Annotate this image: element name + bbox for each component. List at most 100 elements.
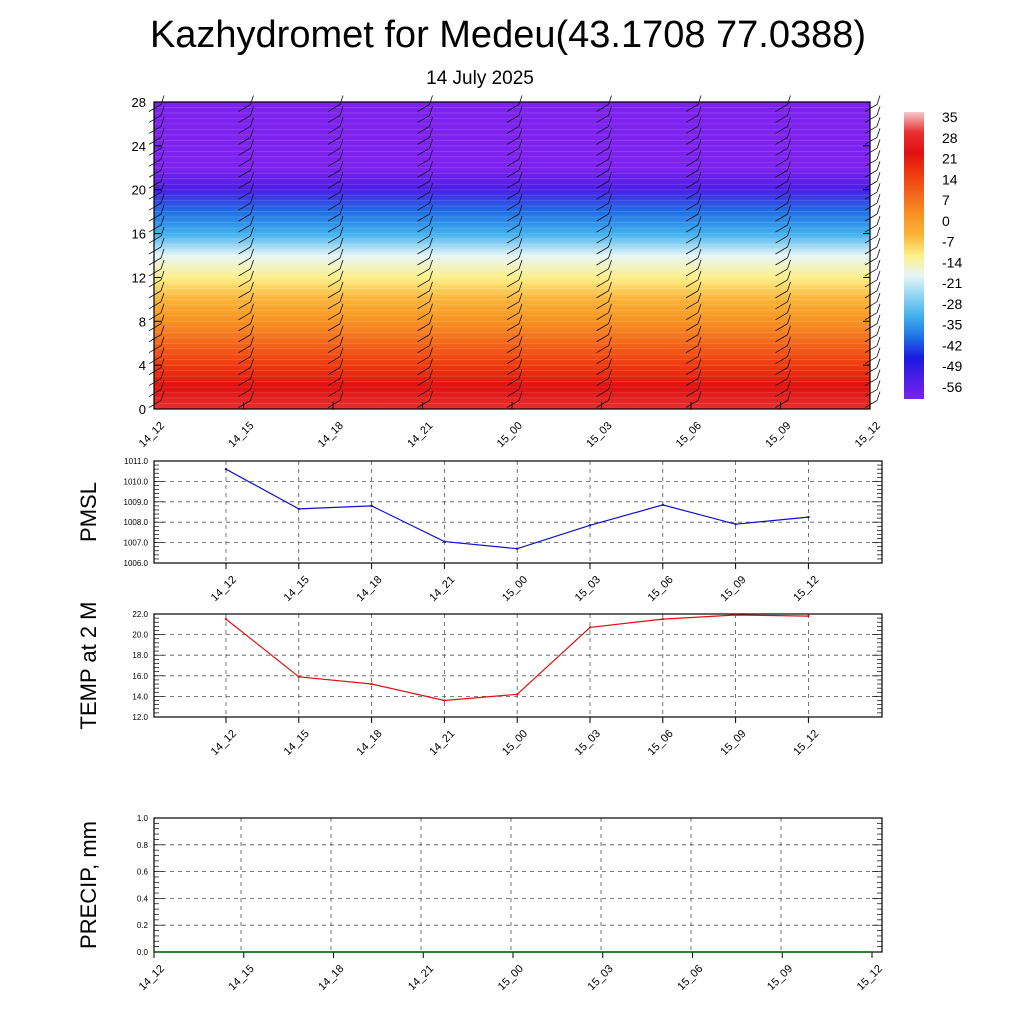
wind-barb-flag	[608, 150, 612, 160]
wind-barb-flag	[339, 325, 344, 335]
wind-barb	[864, 279, 878, 288]
y-tick-label: 28	[132, 95, 146, 110]
wind-barb-flag	[250, 226, 254, 237]
wind-barb-flag	[608, 303, 612, 313]
y-tick-label: 12	[132, 270, 146, 285]
wind-barb-flag	[608, 358, 612, 368]
colorbar-label: 28	[942, 130, 958, 146]
wind-barb	[238, 169, 251, 178]
colorbar: 35 28 21 14 7 0 -7 -14 -21 -28 -35 -42 -49 -56	[904, 109, 962, 399]
wind-barb-flag	[429, 150, 433, 160]
wind-barb-flag	[697, 128, 702, 138]
wind-barb-flag	[429, 117, 433, 127]
wind-barb	[327, 191, 341, 200]
wind-barb-flag	[876, 259, 881, 270]
wind-barb-flag	[160, 204, 165, 215]
wind-barb-flag	[787, 292, 791, 302]
wind-barb-flag	[608, 215, 612, 226]
wind-barb	[417, 290, 430, 299]
wind-barb	[148, 257, 162, 266]
wind-barb-flag	[608, 369, 612, 379]
wind-barb-flag	[160, 194, 165, 204]
wind-barb	[596, 147, 609, 156]
wind-barb-flag	[518, 194, 523, 204]
wind-barb-flag	[697, 270, 702, 281]
y-tick-label: 18.0	[132, 651, 148, 660]
wind-barb-flag	[339, 391, 344, 401]
wind-barb	[148, 126, 162, 134]
wind-barb	[775, 202, 788, 211]
y-tick-label: 1009.0	[124, 498, 149, 507]
wind-barb	[417, 191, 430, 200]
wind-barb-flag	[160, 347, 165, 357]
data-point	[297, 507, 300, 511]
wind-barb	[148, 246, 162, 255]
wind-barb	[506, 378, 520, 386]
wind-barb	[506, 104, 520, 112]
wind-barb	[148, 224, 162, 233]
wind-barb-flag	[697, 194, 702, 204]
y-tick-label: 22.0	[132, 610, 148, 619]
wind-barb	[775, 213, 788, 222]
temperature-field	[154, 102, 870, 409]
wind-barb-flag	[787, 347, 791, 357]
wind-barb-flag	[876, 248, 881, 259]
wind-barb	[417, 235, 430, 244]
wind-barb-flag	[787, 325, 791, 335]
x-tick-label: 15_12	[853, 420, 883, 450]
wind-barb-flag	[608, 194, 612, 204]
wind-barb	[417, 104, 430, 112]
wind-barb	[327, 290, 341, 299]
wind-barb	[238, 345, 251, 354]
wind-barb	[506, 158, 520, 167]
wind-barb	[148, 202, 162, 211]
wind-barb-flag	[429, 95, 433, 105]
wind-barb	[506, 334, 520, 343]
wind-barb-flag	[250, 303, 254, 313]
wind-barb-flag	[250, 183, 254, 193]
wind-barb	[148, 334, 162, 343]
wind-barb-flag	[339, 117, 344, 127]
x-tick-label: 15_03	[584, 420, 614, 450]
wind-barb-flag	[876, 226, 881, 237]
wind-barb	[148, 389, 162, 397]
wind-barb	[148, 345, 162, 354]
wind-barb	[596, 312, 609, 321]
wind-barb-flag	[518, 161, 523, 171]
wind-barb	[596, 126, 609, 134]
y-tick-label: 0.4	[137, 894, 149, 903]
wind-barb	[596, 378, 609, 386]
wind-barb-flag	[429, 161, 433, 171]
wind-barb-flag	[518, 106, 523, 116]
data-point	[661, 503, 664, 507]
wind-barb	[775, 104, 788, 112]
wind-barb	[596, 180, 609, 189]
data-point	[370, 504, 373, 508]
wind-barb	[864, 180, 878, 189]
wind-barb	[864, 104, 878, 112]
wind-barb-flag	[250, 204, 254, 215]
wind-barb-flag	[608, 281, 612, 292]
wind-barb-flag	[697, 380, 702, 390]
wind-barb	[506, 323, 520, 332]
wind-barb-flag	[339, 380, 344, 390]
wind-barb	[238, 246, 251, 255]
wind-barb-flag	[518, 95, 523, 105]
y-axis-label: PMSL	[76, 482, 101, 542]
wind-barb-flag	[608, 248, 612, 259]
wind-barb-flag	[876, 106, 881, 116]
wind-barb-flag	[787, 172, 791, 182]
wind-barb	[864, 158, 878, 167]
colorbar-label: -21	[942, 275, 962, 291]
wind-barb-flag	[697, 237, 702, 248]
wind-barb-flag	[160, 358, 165, 368]
y-tick-label: 16.0	[132, 672, 148, 681]
wind-barb-flag	[339, 259, 344, 270]
wind-barb	[327, 213, 341, 222]
wind-barb-flag	[518, 292, 523, 302]
wind-barb	[685, 378, 699, 386]
wind-barb-flag	[518, 172, 523, 182]
wind-barb	[327, 334, 341, 343]
wind-barb	[327, 104, 341, 112]
